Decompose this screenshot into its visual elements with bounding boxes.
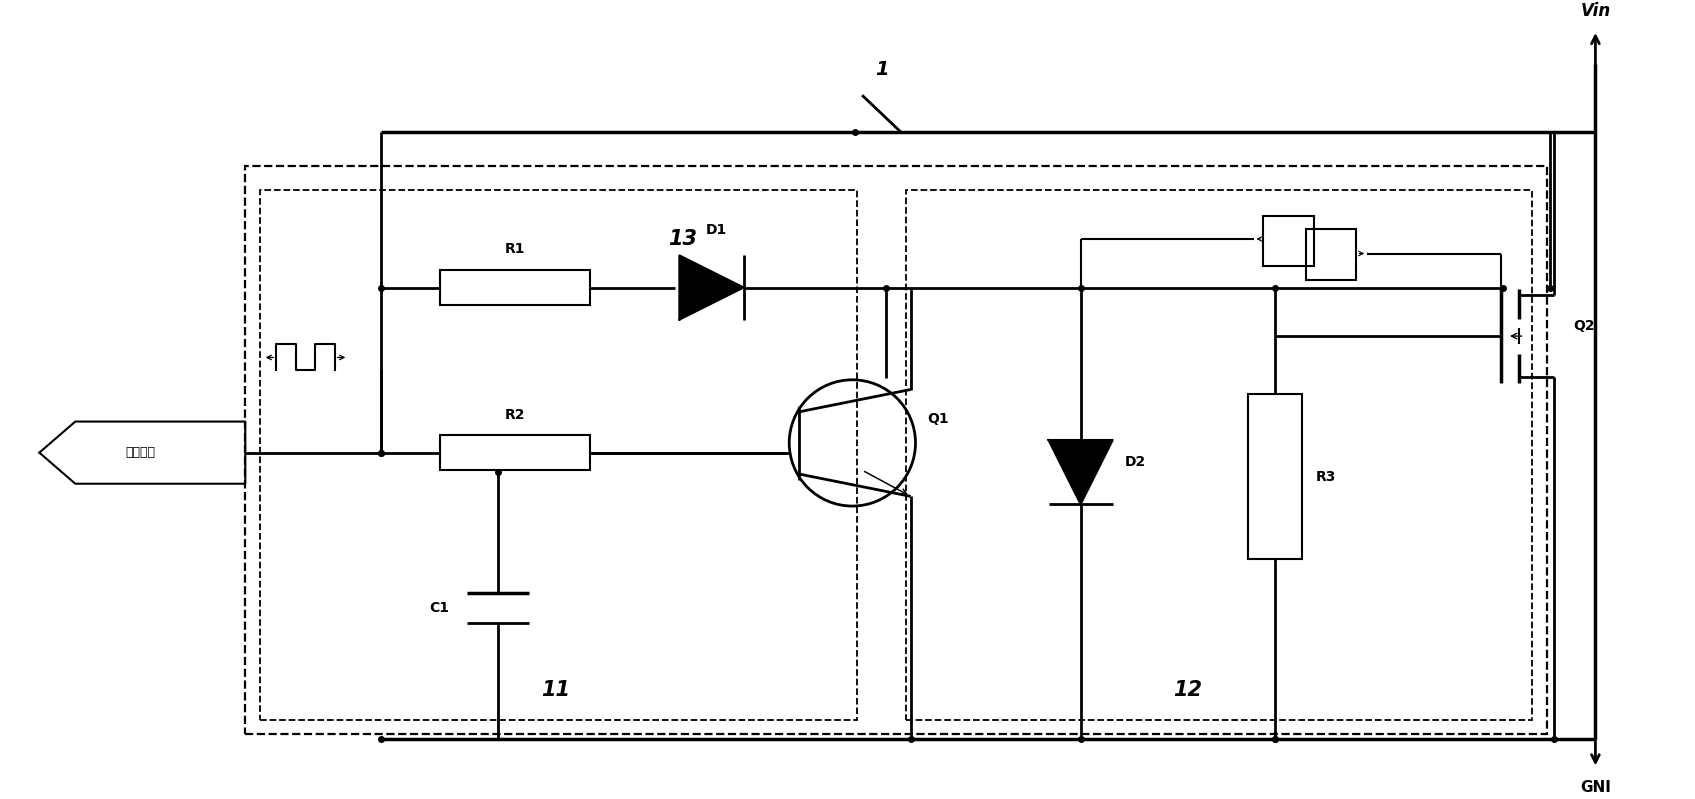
Text: Q1: Q1 bbox=[927, 411, 949, 426]
FancyBboxPatch shape bbox=[439, 270, 590, 305]
Text: Q2: Q2 bbox=[1573, 320, 1595, 333]
Text: D2: D2 bbox=[1124, 455, 1146, 469]
Text: R2: R2 bbox=[505, 407, 525, 422]
Text: 1: 1 bbox=[875, 60, 888, 78]
Text: GNI: GNI bbox=[1580, 780, 1610, 795]
Polygon shape bbox=[1049, 440, 1112, 504]
Bar bbox=[246, 166, 1548, 734]
Text: 11: 11 bbox=[542, 680, 571, 701]
Text: 驱动信号: 驱动信号 bbox=[125, 446, 156, 459]
Text: C1: C1 bbox=[429, 601, 449, 615]
FancyBboxPatch shape bbox=[1248, 395, 1302, 559]
Text: Vin: Vin bbox=[1580, 2, 1610, 21]
Bar bbox=[905, 190, 1532, 720]
Bar bbox=[259, 190, 858, 720]
Text: R1: R1 bbox=[505, 242, 525, 256]
Text: R3: R3 bbox=[1315, 470, 1336, 484]
FancyBboxPatch shape bbox=[439, 435, 590, 470]
Text: D1: D1 bbox=[705, 223, 727, 237]
Text: 13: 13 bbox=[668, 229, 697, 249]
Text: 12: 12 bbox=[1173, 680, 1202, 701]
Polygon shape bbox=[680, 256, 744, 320]
